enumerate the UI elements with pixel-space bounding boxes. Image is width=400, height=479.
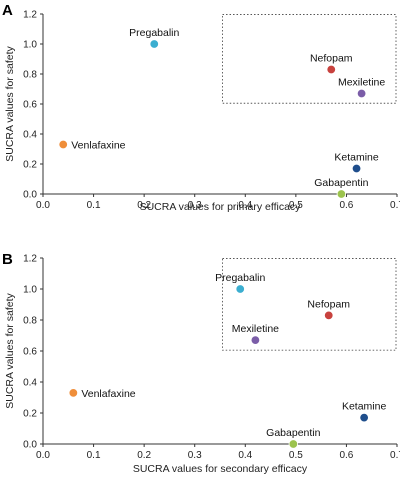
point-label-venlafaxine: Venlafaxine (81, 388, 135, 400)
y-tick-label: 0.2 (23, 160, 37, 171)
y-tick-label: 0.8 (23, 316, 37, 327)
y-tick-label: 1.0 (23, 285, 37, 296)
point-nefopam (324, 310, 334, 321)
x-tick-label: 0.0 (36, 200, 50, 211)
x-tick-label: 0.6 (339, 200, 353, 211)
y-tick-label: 0.0 (23, 190, 37, 201)
point-pregabalin (149, 39, 159, 49)
x-tick-label: 0.4 (238, 200, 252, 211)
y-axis-label: SUCRA values for safety (4, 45, 16, 161)
x-tick-label: 0.4 (238, 450, 252, 461)
x-tick-label: 0.3 (188, 450, 202, 461)
point-label-pregabalin: Pregabalin (129, 27, 179, 39)
y-tick-label: 0.2 (23, 409, 37, 420)
point-mexiletine (356, 88, 367, 99)
x-tick-label: 0.5 (289, 450, 303, 461)
point-gabapentin (288, 439, 299, 449)
x-tick-label: 0.2 (137, 200, 151, 211)
x-tick-label: 0.0 (36, 450, 50, 461)
panel-letter: A (2, 2, 13, 19)
x-tick-label: 0.6 (339, 450, 353, 461)
point-pregabalin (235, 284, 245, 294)
point-label-gabapentin: Gabapentin (314, 177, 368, 189)
y-tick-label: 0.6 (23, 347, 37, 358)
panel-letter: B (2, 251, 13, 268)
point-venlafaxine (68, 388, 79, 398)
point-label-nefopam: Nefopam (310, 53, 353, 65)
point-gabapentin (336, 189, 347, 199)
x-axis-label: SUCRA values for secondary efficacy (133, 463, 308, 475)
x-tick-label: 0.1 (87, 200, 101, 211)
y-tick-label: 1.2 (23, 254, 37, 265)
x-tick-label: 0.5 (289, 200, 303, 211)
y-tick-label: 1.2 (23, 10, 37, 21)
highlight-box (222, 14, 397, 104)
y-tick-label: 0.4 (23, 130, 37, 141)
x-tick-label: 0.7 (390, 200, 400, 211)
point-label-pregabalin: Pregabalin (215, 272, 265, 284)
point-ketamine (351, 163, 362, 174)
chart-panel-a: A 0.0 0.2 0.4 0.6 0.8 1.0 1.2 0.0 0.1 0.2 0.3 0.4 0.5… (2, 2, 400, 213)
y-axis-label: SUCRA values for safety (4, 292, 16, 408)
y-tick-label: 0.0 (23, 440, 37, 451)
y-tick-label: 0.4 (23, 378, 37, 389)
y-tick-label: 0.8 (23, 70, 37, 81)
point-mexiletine (250, 335, 261, 345)
x-tick-label: 0.2 (137, 450, 151, 461)
point-ketamine (359, 412, 369, 423)
x-tick-label: 0.7 (390, 450, 400, 461)
chart-panel-b: B 0.0 0.2 0.4 0.6 0.8 1.0 1.2 0.0 0.1 0.2 0.3 0.4 0.5… (2, 251, 400, 475)
x-tick-label: 0.3 (188, 200, 202, 211)
point-nefopam (326, 64, 336, 75)
point-label-venlafaxine: Venlafaxine (71, 140, 125, 152)
point-label-ketamine: Ketamine (342, 401, 387, 413)
point-venlafaxine (58, 139, 68, 150)
point-label-ketamine: Ketamine (334, 152, 379, 164)
point-label-nefopam: Nefopam (307, 298, 350, 310)
y-tick-label: 1.0 (23, 40, 37, 51)
x-tick-label: 0.1 (87, 450, 101, 461)
y-tick-label: 0.6 (23, 100, 37, 111)
x-axis-label: SUCRA values for primary efficacy (140, 201, 302, 213)
point-label-gabapentin: Gabapentin (266, 427, 320, 439)
point-label-mexiletine: Mexiletine (338, 77, 385, 89)
point-label-mexiletine: Mexiletine (232, 323, 279, 335)
